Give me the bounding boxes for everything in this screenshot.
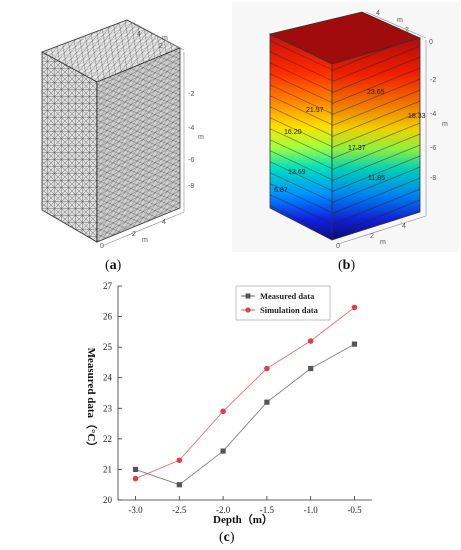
legend-entry: Simulation data bbox=[260, 305, 319, 315]
y-tick-label: 23 bbox=[103, 403, 113, 413]
temp-bottom-tick: 0 bbox=[336, 243, 340, 250]
data-point-simulation bbox=[307, 338, 314, 344]
data-point-simulation bbox=[132, 475, 139, 482]
contour-label: 13.69 bbox=[288, 169, 306, 176]
data-point-measured bbox=[220, 448, 226, 454]
temp-top-tick: 2 bbox=[405, 27, 409, 34]
temp-depth-tick: -2 bbox=[430, 77, 436, 84]
y-tick-label: 25 bbox=[103, 342, 113, 352]
panel-c-chart: -3.0 -2.5 -2.0 -1.5 -1.0 -0.5 20 21 22 23 24 25 26 27… bbox=[0, 276, 461, 526]
data-point-measured bbox=[351, 341, 358, 347]
mesh-block-figure: 4 2 m -2 -4 m -6 -8 0 2 m 4 bbox=[41, 19, 204, 250]
mesh-bottom-tick: 2 bbox=[132, 231, 136, 238]
contour-label: 17.37 bbox=[348, 145, 366, 152]
y-tick-label: 26 bbox=[103, 312, 113, 322]
temperature-block-figure: 23.65 21.57 18.33 16.20 17.37 13.69 11.8… bbox=[268, 10, 448, 250]
temp-bottom-tick: 4 bbox=[402, 223, 406, 230]
mesh-axis-unit: m bbox=[162, 35, 168, 42]
temperature-axes bbox=[337, 11, 427, 245]
temp-top-tick: 4 bbox=[376, 10, 380, 17]
mesh-top-tick: 2 bbox=[159, 43, 163, 50]
contour-labels: 23.65 21.57 18.33 16.20 17.37 13.69 11.8… bbox=[274, 89, 426, 194]
contour-label: 11.85 bbox=[368, 175, 385, 182]
mesh-depth-tick: -8 bbox=[188, 183, 194, 190]
legend-marker-measured bbox=[245, 293, 251, 299]
chart-axes: -3.0 -2.5 -2.0 -1.5 -1.0 -0.5 20 21 22 23 24 25 26 27 bbox=[103, 281, 372, 515]
series-line bbox=[135, 343, 355, 486]
data-point-measured bbox=[176, 482, 182, 488]
x-axis-label: Depth（m） bbox=[213, 513, 273, 526]
panel-b-temperature: 23.65 21.57 18.33 16.20 17.37 13.69 11.8… bbox=[232, 2, 459, 252]
chart-legend: Measured data Simulation data bbox=[235, 285, 331, 321]
legend-entry: Measured data bbox=[260, 291, 315, 301]
mesh-bottom-tick: 0 bbox=[100, 243, 104, 250]
y-tick-label: 24 bbox=[103, 373, 113, 383]
contour-label: 23.65 bbox=[367, 89, 385, 96]
chart-series bbox=[132, 304, 358, 488]
x-tick-label: -2.5 bbox=[172, 505, 187, 515]
mesh-front-face bbox=[41, 51, 98, 243]
mesh-depth-tick: -2 bbox=[188, 91, 194, 98]
y-tick-label: 21 bbox=[103, 464, 112, 474]
mesh-top-tick: 4 bbox=[137, 31, 141, 38]
panel-a-mesh: 4 2 m -2 -4 m -6 -8 0 2 m 4 bbox=[2, 2, 226, 252]
y-axis-label: Measured data（°C） bbox=[85, 348, 98, 453]
contour-label: 6.87 bbox=[274, 187, 288, 194]
data-point-simulation bbox=[176, 457, 183, 464]
x-tick-label: -1.5 bbox=[260, 505, 275, 515]
mesh-right-face bbox=[96, 47, 181, 243]
mesh-axis-unit: m bbox=[142, 237, 148, 244]
mesh-axis-unit: m bbox=[198, 134, 204, 141]
x-tick-label: -1.0 bbox=[304, 505, 319, 515]
x-tick-label: -2.0 bbox=[216, 505, 231, 515]
series-line bbox=[135, 307, 355, 480]
mesh-bottom-tick: 4 bbox=[162, 219, 166, 226]
temp-axis-unit: m bbox=[397, 17, 403, 24]
y-tick-label: 20 bbox=[103, 495, 113, 505]
temp-bottom-tick: 2 bbox=[370, 233, 374, 240]
y-tick-label: 22 bbox=[103, 434, 112, 444]
mesh-depth-tick: -6 bbox=[188, 157, 194, 164]
mesh-axes bbox=[101, 21, 185, 247]
panel-b-label: (b) bbox=[338, 258, 356, 273]
data-point-simulation bbox=[264, 365, 270, 372]
data-point-measured bbox=[308, 365, 314, 372]
temp-depth-tick: -4 bbox=[430, 111, 436, 118]
panel-a-label: (a) bbox=[105, 258, 122, 273]
mesh-depth-tick: -4 bbox=[188, 125, 194, 132]
data-point-measured bbox=[132, 466, 139, 473]
contour-label: 18.33 bbox=[408, 113, 426, 120]
temp-top-tick: 0 bbox=[429, 39, 433, 46]
legend-marker-simulation bbox=[245, 307, 251, 313]
depth-temperature-chart: -3.0 -2.5 -2.0 -1.5 -1.0 -0.5 20 21 22 23 24 25 26 27… bbox=[85, 281, 372, 526]
temp-depth-tick: -8 bbox=[430, 175, 436, 182]
legend-box bbox=[235, 285, 331, 321]
x-tick-label: -0.5 bbox=[347, 505, 362, 515]
temp-axis-unit: m bbox=[442, 121, 448, 128]
y-tick-label: 27 bbox=[103, 281, 113, 291]
data-point-simulation bbox=[220, 408, 226, 415]
contour-label: 21.57 bbox=[306, 107, 324, 114]
contour-label: 16.20 bbox=[284, 129, 302, 136]
temp-depth-tick: -6 bbox=[430, 145, 436, 152]
data-point-measured bbox=[264, 399, 270, 405]
panel-c-label: (c) bbox=[219, 530, 235, 545]
data-point-simulation bbox=[351, 304, 358, 311]
temp-axis-unit: m bbox=[380, 239, 386, 246]
x-tick-label: -3.0 bbox=[128, 505, 143, 515]
